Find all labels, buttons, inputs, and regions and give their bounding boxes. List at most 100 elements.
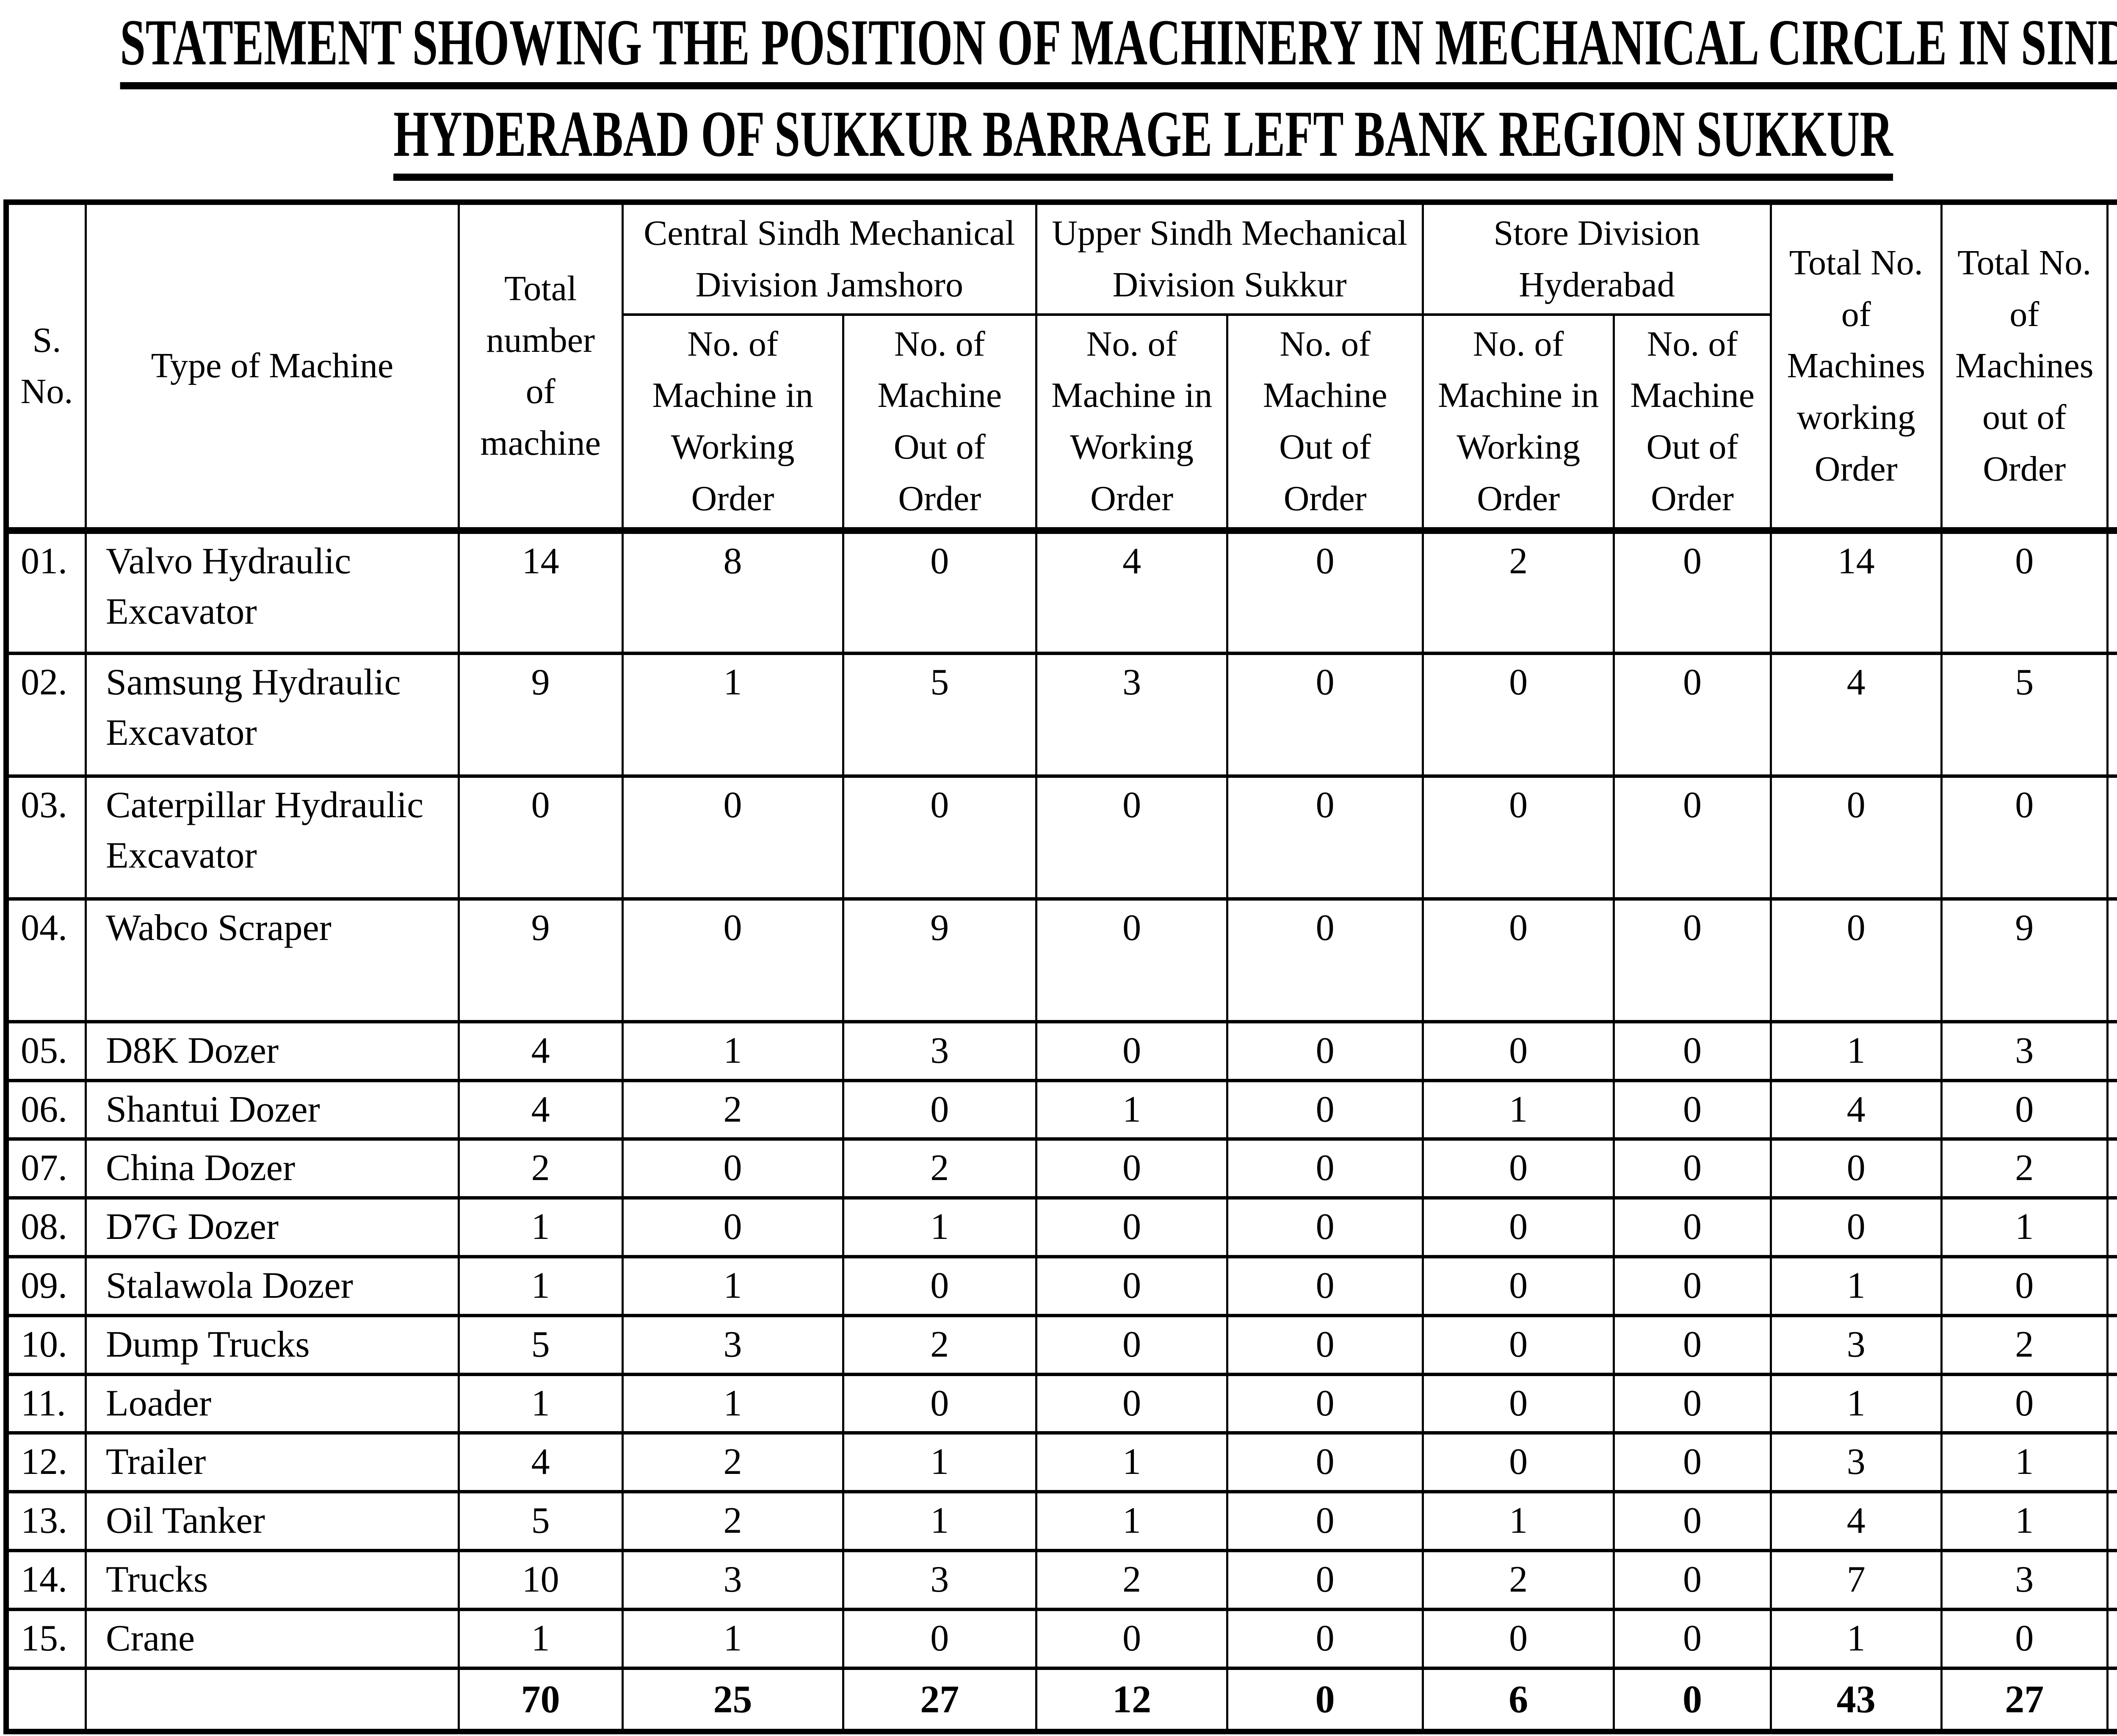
- table-row-10-tw: 3: [1769, 1313, 1943, 1376]
- table-row-09: 09. Stalawola Dozer 1 1 0 0 0 0 0 1 0: [5, 1255, 2117, 1317]
- table-row-04-sd-o: 0: [1613, 897, 1772, 1023]
- table-row-07-csm-w: 0: [621, 1137, 844, 1200]
- table-row-14-csm-w: 3: [621, 1548, 844, 1611]
- table-row-11-usm-o: 0: [1226, 1372, 1424, 1435]
- table-row-14-sd-w: 2: [1422, 1548, 1615, 1611]
- table-row-12-total: 4: [457, 1431, 624, 1494]
- table-row-10-sd-w: 0: [1422, 1313, 1615, 1376]
- table-row-03-to: 0: [1940, 774, 2109, 901]
- table-row-08-csm-o: 1: [842, 1196, 1038, 1258]
- table-row-09-tw: 1: [1769, 1255, 1943, 1317]
- table-row-04: 04.Wabco Scraper909000009Minor Repair: [5, 897, 2117, 1023]
- table-row-15-to: 0: [1940, 1607, 2109, 1670]
- table-row-11-csm-o: 0: [842, 1372, 1038, 1435]
- machinery-position-table: S. No. Type of Machine Total number of m…: [3, 199, 2117, 1735]
- table-row-05-usm-o: 0: [1226, 1020, 1424, 1082]
- table-row-08-sd-o: 0: [1613, 1196, 1772, 1258]
- table-row-08-remarks: [2106, 1196, 2117, 1258]
- table-row-09-to: 0: [1940, 1255, 2109, 1317]
- table-row-13-remarks: [2106, 1490, 2117, 1552]
- table-row-04-tw: 0: [1769, 897, 1943, 1023]
- table-row-totals-sd-o: 0: [1613, 1666, 1772, 1733]
- table-row-12-tw: 3: [1769, 1431, 1943, 1494]
- table-row-11-usm-w: 0: [1035, 1372, 1229, 1435]
- table-row-06-machine: Shantui Dozer: [84, 1078, 460, 1141]
- table-row-05-csm-o: 3: [842, 1020, 1038, 1082]
- table-row-04-no: 04.: [5, 897, 87, 1023]
- table-row-08-no: 08.: [5, 1196, 87, 1258]
- table-row-10-sd-o: 0: [1613, 1313, 1772, 1376]
- table-row-08-to: 1: [1940, 1196, 2109, 1258]
- table-row-13: 13. Oil Tanker 5 2 1 1 0 1 0 4 1: [5, 1490, 2117, 1552]
- table-row-04-sd-w: 0: [1422, 897, 1615, 1023]
- table-row-02-no: 02.: [5, 651, 87, 778]
- table-row-05-tw: 1: [1769, 1020, 1943, 1082]
- table-row-totals-sd-w: 6: [1422, 1666, 1615, 1733]
- table-row-09-csm-o: 0: [842, 1255, 1038, 1317]
- table-row-15-csm-o: 0: [842, 1607, 1038, 1670]
- table-row-10-remarks: [2106, 1313, 2117, 1376]
- table-row-02-total: 9: [457, 651, 624, 778]
- table-row-07-no: 07.: [5, 1137, 87, 1200]
- table-row-11-csm-w: 1: [621, 1372, 844, 1435]
- table-row-12-csm-o: 1: [842, 1431, 1038, 1494]
- table-row-08: 08. D7G Dozer 1 0 1 0 0 0 0 0 1: [5, 1196, 2117, 1258]
- table-row-11-sd-w: 0: [1422, 1372, 1615, 1435]
- table-row-13-csm-o: 1: [842, 1490, 1038, 1552]
- table-row-14-total: 10: [457, 1548, 624, 1611]
- table-row-09-sd-w: 0: [1422, 1255, 1615, 1317]
- table-row-08-total: 1: [457, 1196, 624, 1258]
- table-row-05-usm-w: 0: [1035, 1020, 1229, 1082]
- table-row-06-to: 0: [1940, 1078, 2109, 1141]
- table-row-15-sd-o: 0: [1613, 1607, 1772, 1670]
- table-row-05-no: 05.: [5, 1020, 87, 1082]
- table-row-01-remarks: [2106, 527, 2117, 655]
- col-header-total-working: Total No. of Machines working Order: [1769, 200, 1943, 532]
- table-row-14-machine: Trucks: [84, 1548, 460, 1611]
- table-row-07-usm-o: 0: [1226, 1137, 1424, 1200]
- table-row-02-usm-o: 0: [1226, 651, 1424, 778]
- table-row-15-remarks: [2106, 1607, 2117, 1670]
- table-row-01-sd-w: 2: [1422, 527, 1615, 655]
- table-row-04-machine: Wabco Scraper: [84, 897, 460, 1023]
- table-row-15-total: 1: [457, 1607, 624, 1670]
- table-row-13-machine: Oil Tanker: [84, 1490, 460, 1552]
- table-row-14-sd-o: 0: [1613, 1548, 1772, 1611]
- table-row-13-sd-o: 0: [1613, 1490, 1772, 1552]
- table-row-12-remarks: [2106, 1431, 2117, 1494]
- table-row-07-remarks: [2106, 1137, 2117, 1200]
- table-row-06-total: 4: [457, 1078, 624, 1141]
- table-row-09-csm-w: 1: [621, 1255, 844, 1317]
- table-row-02-sd-o: 0: [1613, 651, 1772, 778]
- table-row-04-remarks: Minor Repair: [2106, 897, 2117, 1023]
- table-row-15-usm-w: 0: [1035, 1607, 1229, 1670]
- table-row-09-machine: Stalawola Dozer: [84, 1255, 460, 1317]
- table-row-13-to: 1: [1940, 1490, 2109, 1552]
- table-row-04-usm-o: 0: [1226, 897, 1424, 1023]
- table-row-totals-tw: 43: [1769, 1666, 1943, 1733]
- table-row-07-sd-w: 0: [1422, 1137, 1615, 1200]
- table-row-13-csm-w: 2: [621, 1490, 844, 1552]
- col-header-usm-out: No. of Machine Out of Order: [1226, 313, 1424, 532]
- table-row-15-tw: 1: [1769, 1607, 1943, 1670]
- table-row-01-tw: 14: [1769, 527, 1943, 655]
- table-row-03-csm-w: 0: [621, 774, 844, 901]
- table-row-05-sd-w: 0: [1422, 1020, 1615, 1082]
- table-row-06-csm-o: 0: [842, 1078, 1038, 1141]
- table-row-14-usm-w: 2: [1035, 1548, 1229, 1611]
- col-header-csm-out: No. of Machine Out of Order: [842, 313, 1038, 532]
- table-row-08-sd-w: 0: [1422, 1196, 1615, 1258]
- table-body: 01. Valvo Hydraulic Excavator 14 8 0 4 0 2 0 14 0 0…: [5, 527, 2117, 1733]
- table-row-14-to: 3: [1940, 1548, 2109, 1611]
- col-header-total-number: Total number of machine: [457, 200, 624, 532]
- table-row-12-machine: Trailer: [84, 1431, 460, 1494]
- table-row-14: 14. Trucks 10 3 3 2 0 2 0 7 3: [5, 1548, 2117, 1611]
- col-header-csm-working: No. of Machine in Working Order: [621, 313, 844, 532]
- table-row-11-no: 11.: [5, 1372, 87, 1435]
- col-header-store-working: No. of Machine in Working Order: [1422, 313, 1615, 532]
- group-header-upper-sindh-sukkur: Upper Sindh Mechanical Division Sukkur: [1035, 200, 1424, 316]
- table-row-totals-machine: [84, 1666, 460, 1733]
- table-row-06-sd-o: 0: [1613, 1078, 1772, 1141]
- table-row-07-csm-o: 2: [842, 1137, 1038, 1200]
- table-row-06-no: 06.: [5, 1078, 87, 1141]
